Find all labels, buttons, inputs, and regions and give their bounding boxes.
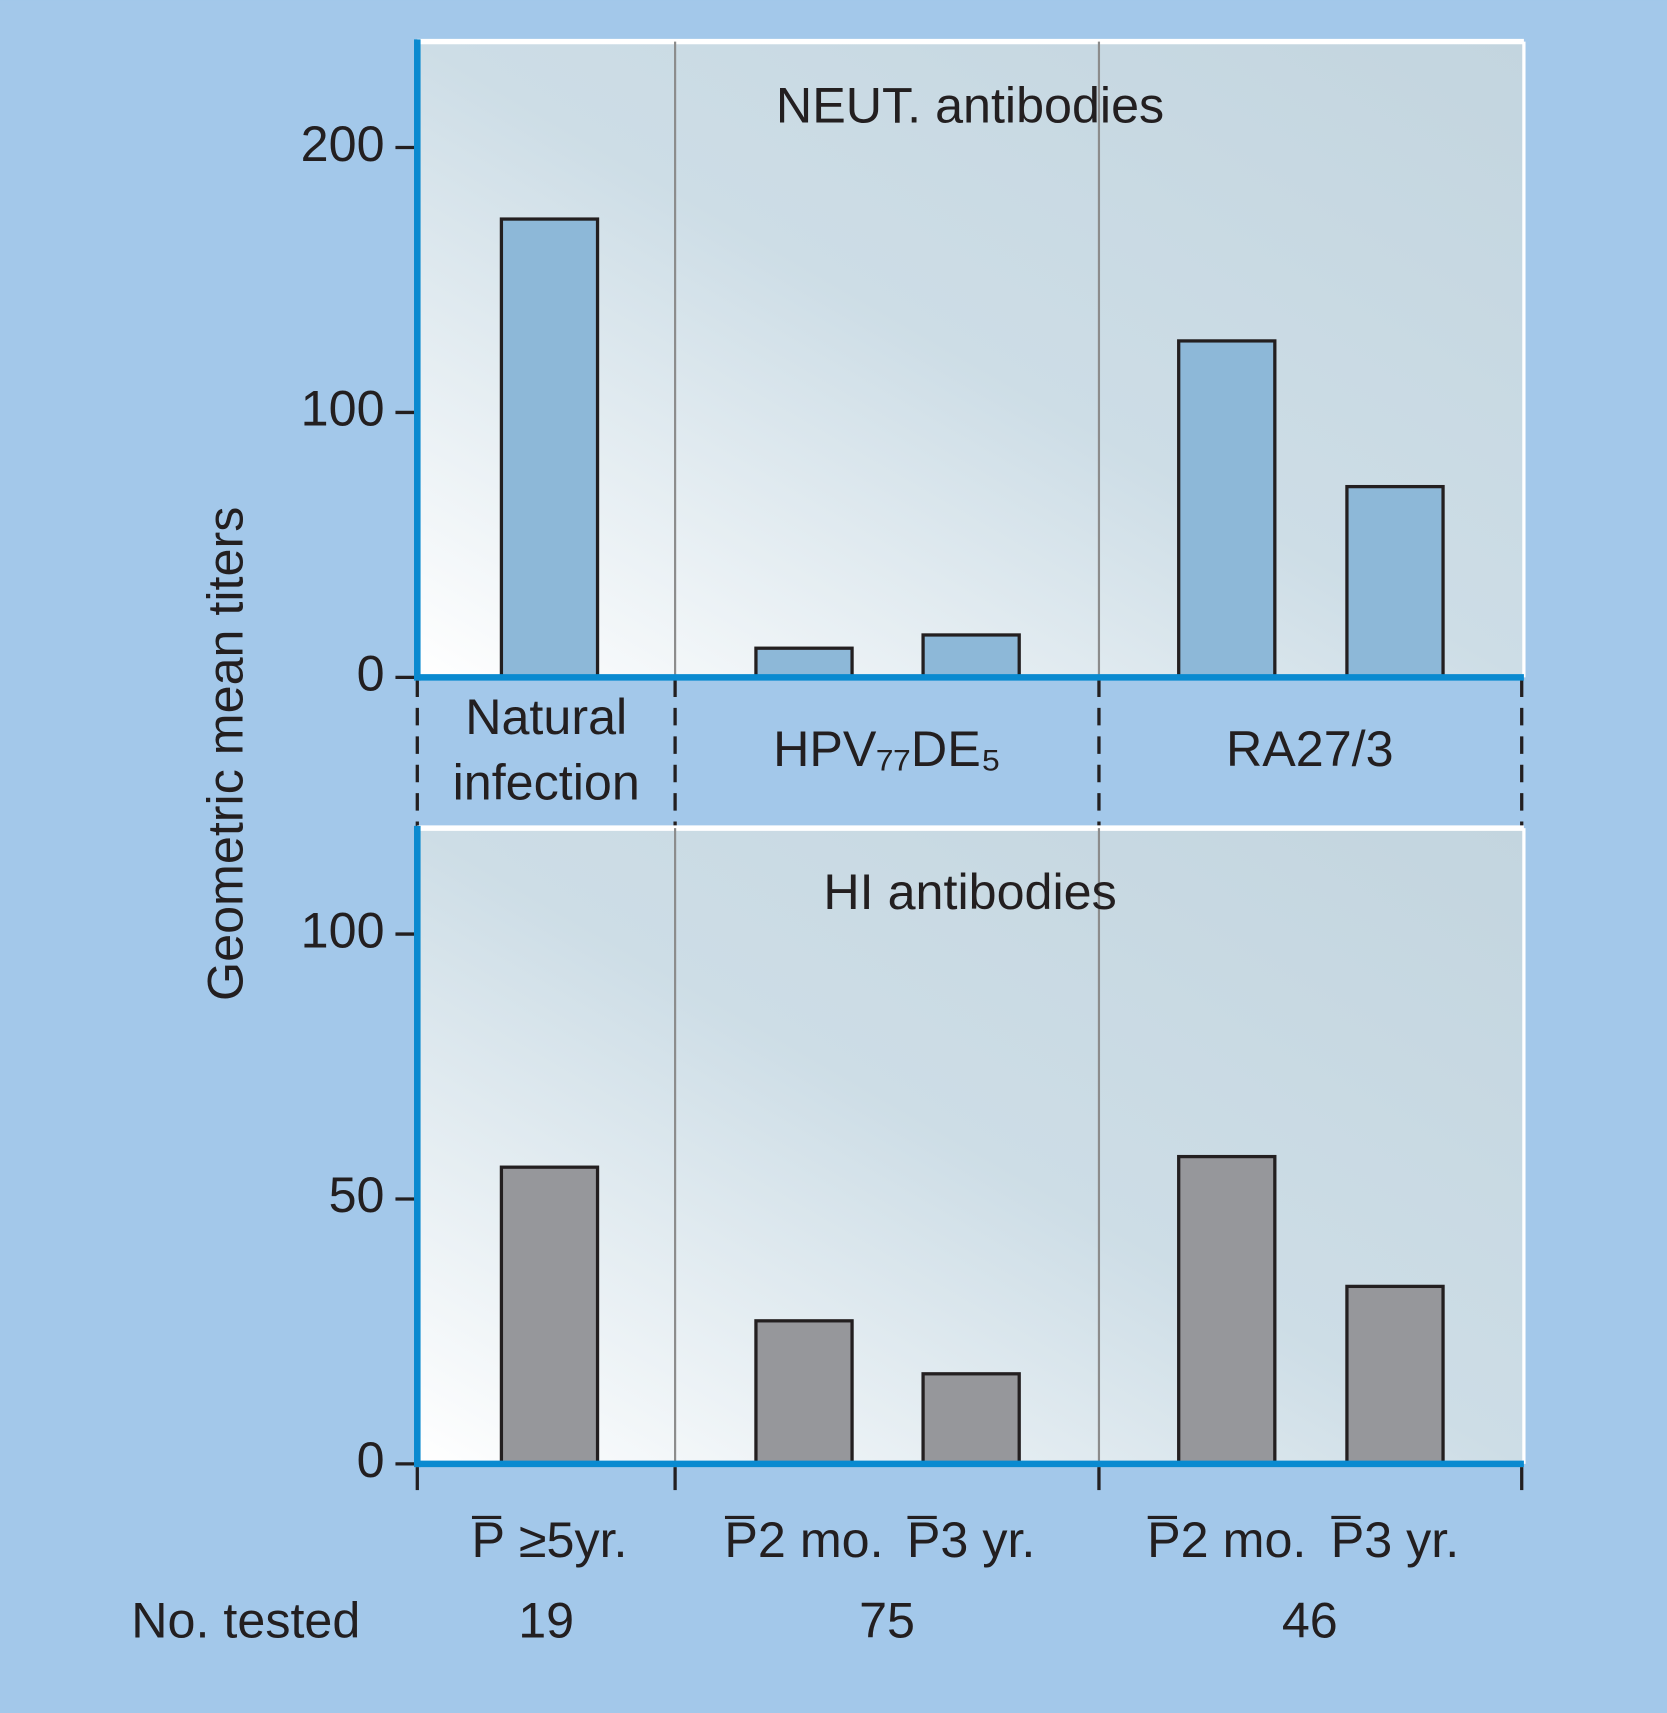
y-tick-label: 200 — [301, 116, 385, 172]
bar — [1345, 484, 1445, 679]
x-tick-label: P̅ ≥5yr. — [471, 1512, 627, 1568]
x-tick-label: P̅3 yr. — [907, 1512, 1035, 1568]
y-tick-label: 100 — [301, 902, 385, 958]
y-tick-label: 0 — [357, 1432, 385, 1488]
row-label: No. tested — [131, 1593, 360, 1649]
plot-area — [417, 41, 1524, 678]
y-tick-label: 50 — [329, 1167, 385, 1223]
y-tick-label: 0 — [357, 646, 385, 702]
x-tick-label: P̅2 mo. — [724, 1512, 883, 1568]
bar — [1177, 339, 1277, 679]
bar — [499, 217, 600, 679]
bar — [754, 646, 854, 679]
bar — [921, 1372, 1021, 1466]
bar — [1177, 1154, 1277, 1466]
chart-title: HI antibodies — [823, 864, 1116, 920]
group-label: Natural infection — [453, 689, 640, 811]
count-label: 46 — [1282, 1593, 1338, 1649]
x-tick-label: P̅3 yr. — [1331, 1512, 1459, 1568]
count-label: 75 — [859, 1593, 915, 1649]
bar — [921, 633, 1021, 679]
group-label: RA27/3 — [1226, 721, 1394, 777]
y-axis-label: Geometric mean titers — [198, 507, 254, 1001]
group-label: HPV₇₇DE₅ — [773, 721, 1001, 777]
chart-title: NEUT. antibodies — [776, 78, 1164, 134]
bar — [754, 1319, 854, 1466]
plot-area — [417, 828, 1524, 1464]
bar — [1345, 1284, 1445, 1466]
count-label: 19 — [518, 1593, 574, 1649]
x-tick-label: P̅2 mo. — [1147, 1512, 1306, 1568]
bar — [499, 1165, 600, 1466]
y-tick-label: 100 — [301, 381, 385, 437]
